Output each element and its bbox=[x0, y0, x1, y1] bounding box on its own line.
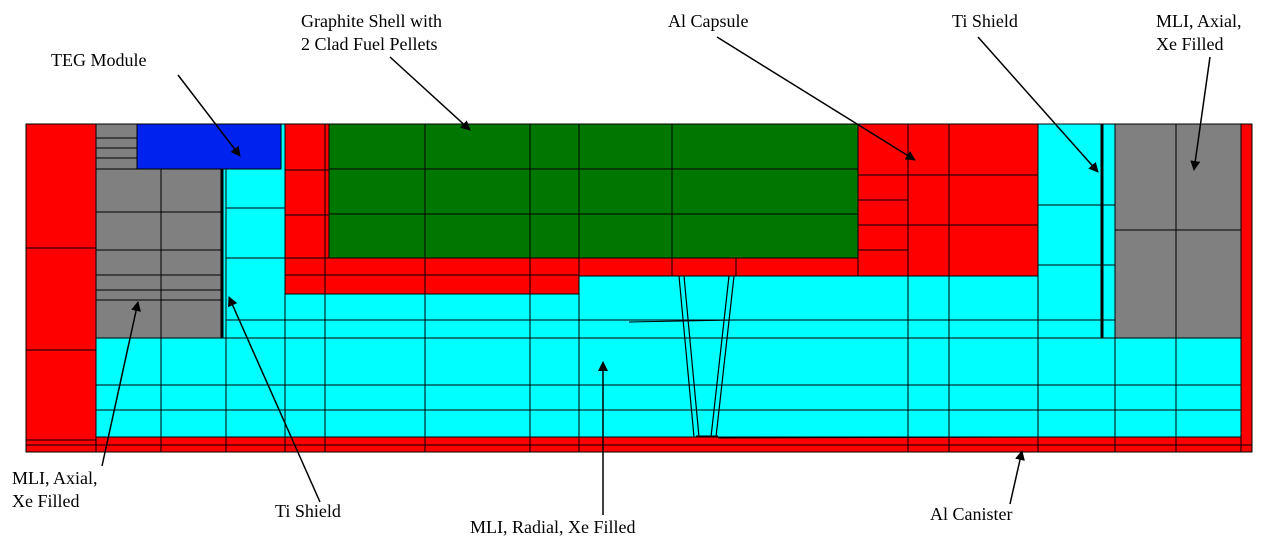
teg-module-region bbox=[136, 123, 282, 170]
label-teg-module: TEG Module bbox=[51, 50, 146, 70]
graphite-shell-region bbox=[328, 123, 859, 259]
label-mli-axial-left-line1: MLI, Axial, bbox=[12, 468, 98, 488]
label-mli-radial: MLI, Radial, Xe Filled bbox=[470, 517, 635, 537]
arrow-mli-axial-top bbox=[1190, 56, 1211, 171]
arrow-ti-shield-top bbox=[977, 36, 1099, 173]
label-graphite-shell-line2: 2 Clad Fuel Pellets bbox=[301, 34, 438, 54]
label-al-canister: Al Canister bbox=[930, 504, 1013, 524]
label-graphite-shell-line1: Graphite Shell with bbox=[301, 11, 442, 31]
arrow-al-capsule bbox=[716, 36, 916, 161]
mesh-lines bbox=[25, 123, 1253, 453]
mli-axial-right-region bbox=[1114, 123, 1242, 339]
al-capsule-bottom-mid bbox=[578, 257, 859, 277]
label-mli-axial-top-line1: MLI, Axial, bbox=[1156, 11, 1242, 31]
label-mli-axial-top-line2: Xe Filled bbox=[1156, 34, 1224, 54]
arrow-al-canister bbox=[1009, 450, 1025, 505]
arrow-graphite-shell bbox=[389, 56, 471, 131]
model-geometry bbox=[25, 123, 1253, 453]
label-al-capsule: Al Capsule bbox=[668, 11, 749, 31]
al-canister-left-end bbox=[25, 123, 97, 453]
label-ti-shield-bottom: Ti Shield bbox=[275, 501, 341, 521]
al-capsule-bottom-left bbox=[284, 257, 580, 295]
central-support-struts bbox=[678, 275, 735, 438]
arrow-mli-axial-left bbox=[101, 301, 141, 467]
arrow-teg-module bbox=[177, 74, 241, 157]
leader-arrows bbox=[101, 36, 1211, 515]
labels: Graphite Shell with 2 Clad Fuel Pellets … bbox=[12, 11, 1242, 537]
label-ti-shield-top: Ti Shield bbox=[952, 11, 1018, 31]
label-mli-axial-left-line2: Xe Filled bbox=[12, 491, 80, 511]
arrow-ti-shield-bottom bbox=[228, 296, 321, 503]
al-canister-right-end bbox=[1240, 123, 1253, 453]
